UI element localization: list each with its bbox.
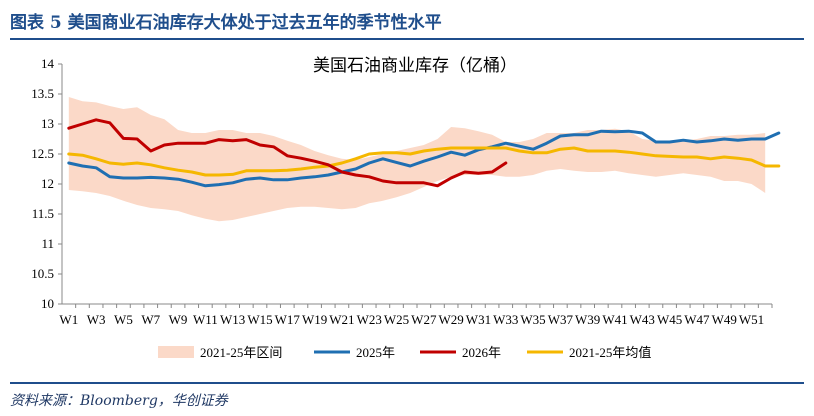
- x-tick-label: W51: [739, 312, 764, 327]
- source-note: 资料来源：Bloomberg，华创证券: [10, 393, 228, 409]
- y-tick-label: 10.5: [31, 266, 54, 281]
- x-tick-label: W11: [193, 312, 218, 327]
- series-2026-line: [67, 118, 508, 188]
- y-tick-label: 12: [41, 176, 54, 191]
- x-tick-label: W7: [141, 312, 160, 327]
- figure-title: 图表 5 美国商业石油库存大体处于过去五年的季节性水平: [10, 13, 442, 33]
- legend-band-swatch: [158, 346, 194, 358]
- x-tick-label: W33: [493, 312, 518, 327]
- footer-divider: [10, 382, 804, 384]
- range-band: [68, 97, 766, 222]
- x-tick-label: W49: [712, 312, 737, 327]
- x-tick-label: W13: [220, 312, 245, 327]
- y-tick-label: 11.5: [32, 206, 54, 221]
- figure-header: 图表 5 美国商业石油库存大体处于过去五年的季节性水平: [10, 4, 804, 40]
- y-tick-label: 13: [41, 116, 54, 131]
- x-tick-label: W23: [357, 312, 382, 327]
- x-tick-label: W15: [247, 312, 272, 327]
- legend-2025-label: 2025年: [356, 345, 395, 360]
- x-tick-label: W43: [630, 312, 655, 327]
- x-tick-label: W31: [466, 312, 491, 327]
- y-tick-label: 13.5: [31, 86, 54, 101]
- legend-2026-label: 2026年: [462, 345, 501, 360]
- legend-band-label: 2021-25年区间: [200, 345, 282, 360]
- x-tick-label: W39: [575, 312, 600, 327]
- x-tick-label: W19: [302, 312, 327, 327]
- inventory-chart: 美国石油商业库存（亿桶） 10 10.5 11 11.5 12 12.5 13 13.5 14 W…: [31, 56, 781, 360]
- x-tick-label: W1: [59, 312, 78, 327]
- series-average-line: [67, 146, 781, 177]
- x-tick-label: W27: [411, 312, 437, 327]
- x-tick-label: W9: [169, 312, 188, 327]
- chart-container: 美国石油商业库存（亿桶） 10 10.5 11 11.5 12 12.5 13 13.5 14 W…: [0, 44, 814, 374]
- x-tick-label: W29: [438, 312, 463, 327]
- x-tick-label: W37: [548, 312, 574, 327]
- y-tick-label: 12.5: [31, 146, 54, 161]
- x-tick-label: W3: [87, 312, 106, 327]
- legend-average-label: 2021-25年均值: [569, 345, 651, 360]
- x-tick-label: W5: [114, 312, 133, 327]
- x-tick-label: W35: [520, 312, 545, 327]
- header-divider: [10, 38, 804, 40]
- x-tick-label: W17: [275, 312, 301, 327]
- x-tick-label: W41: [602, 312, 627, 327]
- x-tick-label: W45: [657, 312, 682, 327]
- y-tick-label: 11: [41, 236, 54, 251]
- y-tick-label: 10: [41, 296, 54, 311]
- series-2025-line: [67, 129, 781, 188]
- x-tick-label: W47: [684, 312, 710, 327]
- chart-title: 美国石油商业库存（亿桶）: [313, 56, 517, 75]
- y-tick-label: 14: [41, 56, 55, 71]
- x-tick-label: W21: [329, 312, 354, 327]
- x-tick-label: W25: [384, 312, 409, 327]
